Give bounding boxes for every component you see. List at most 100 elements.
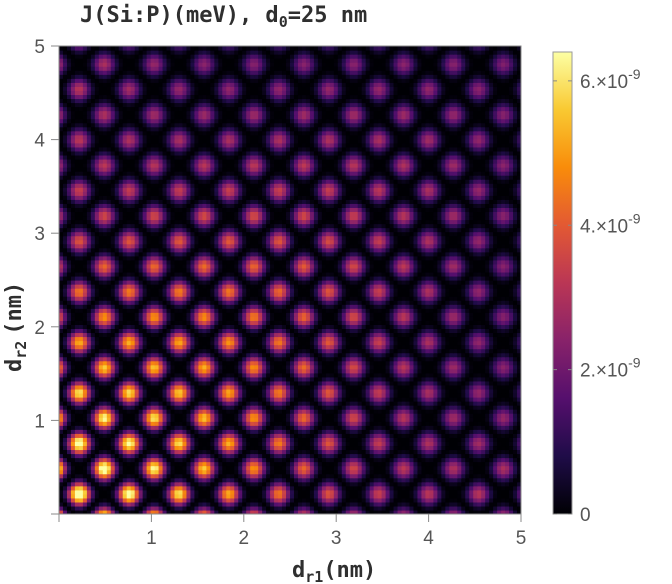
heatmap-cell	[62, 461, 68, 467]
heatmap-cell	[461, 421, 466, 426]
heatmap-cell	[449, 465, 454, 471]
heatmap-cell	[78, 481, 84, 487]
heatmap-cell	[174, 445, 180, 451]
heatmap-cell	[377, 469, 383, 475]
heatmap-cell	[381, 457, 387, 463]
heatmap-cell	[465, 425, 470, 430]
heatmap-cell	[110, 493, 116, 499]
heatmap-cell	[282, 489, 287, 495]
heatmap-cell	[345, 477, 351, 483]
heatmap-cell	[373, 376, 379, 382]
heatmap-cell	[477, 388, 482, 394]
heatmap-cell	[278, 509, 283, 514]
heatmap-cell	[62, 425, 68, 430]
heatmap-cell	[401, 441, 407, 447]
heatmap-cell	[258, 433, 263, 438]
heatmap-cell	[282, 409, 287, 414]
heatmap-cell	[270, 413, 275, 418]
heatmap-cell	[174, 509, 180, 514]
heatmap-cell	[222, 413, 227, 418]
heatmap-cell	[461, 489, 466, 495]
heatmap-cell	[325, 360, 331, 366]
heatmap-cell	[365, 409, 371, 414]
heatmap-cell	[445, 449, 450, 455]
heatmap-cell	[158, 397, 164, 402]
heatmap-cell	[234, 397, 239, 402]
heatmap-cell	[74, 336, 80, 342]
heatmap-cell	[122, 485, 128, 491]
heatmap-cell	[305, 493, 311, 499]
heatmap-cell	[513, 449, 518, 455]
heatmap-cell	[134, 497, 140, 503]
heatmap-cell	[86, 368, 92, 374]
heatmap-cell	[150, 489, 156, 495]
heatmap-cell	[290, 477, 295, 483]
heatmap-cell	[110, 388, 116, 394]
heatmap-cell	[118, 348, 124, 354]
heatmap-cell	[309, 457, 315, 463]
heatmap-cell	[122, 501, 128, 507]
heatmap-cell	[413, 421, 419, 426]
heatmap-cell	[481, 469, 486, 475]
heatmap-cell	[130, 497, 136, 503]
heatmap-cell	[425, 413, 430, 418]
heatmap-cell	[90, 429, 96, 434]
heatmap-cell	[270, 417, 275, 422]
heatmap-cell	[182, 497, 188, 503]
heatmap-cell	[353, 457, 359, 463]
heatmap-cell	[102, 384, 108, 390]
heatmap-cell	[497, 501, 502, 507]
heatmap-cell	[389, 481, 395, 487]
heatmap-cell	[421, 429, 427, 434]
heatmap-cell	[393, 509, 399, 514]
heatmap-cell	[321, 449, 327, 455]
heatmap-cell	[214, 505, 219, 511]
heatmap-cell	[357, 388, 363, 394]
heatmap-cell	[154, 425, 160, 430]
heatmap-cell	[262, 509, 267, 514]
heatmap-cell	[505, 344, 510, 350]
heatmap-cell	[274, 449, 279, 455]
heatmap-cell	[278, 433, 283, 438]
heatmap-cell	[321, 473, 327, 479]
heatmap-cell	[509, 497, 514, 503]
heatmap-cell	[429, 360, 434, 366]
heatmap-cell	[146, 449, 152, 455]
heatmap-cell	[413, 348, 419, 354]
heatmap-cell	[365, 449, 371, 455]
heatmap-cell	[461, 445, 466, 451]
heatmap-cell	[62, 372, 68, 378]
heatmap-cell	[357, 376, 363, 382]
heatmap-cell	[465, 469, 470, 475]
heatmap-cell	[170, 417, 176, 422]
heatmap-cell	[353, 364, 359, 370]
heatmap-cell	[70, 413, 76, 418]
heatmap-cell	[154, 360, 160, 366]
heatmap-cell	[469, 344, 474, 350]
heatmap-cell	[94, 348, 100, 354]
heatmap-cell	[274, 485, 279, 491]
heatmap-cell	[114, 453, 120, 459]
heatmap-cell	[393, 421, 399, 426]
heatmap-cell	[381, 433, 387, 438]
heatmap-cell	[62, 417, 68, 422]
heatmap-cell	[329, 501, 335, 507]
heatmap-cell	[389, 376, 395, 382]
heatmap-cell	[94, 485, 100, 491]
heatmap-cell	[158, 417, 164, 422]
heatmap-cell	[365, 489, 371, 495]
heatmap-cell	[134, 485, 140, 491]
heatmap-cell	[178, 413, 184, 418]
heatmap-cell	[82, 485, 88, 491]
heatmap-cell	[246, 360, 251, 366]
heatmap-cell	[417, 384, 423, 390]
heatmap-cell	[369, 429, 375, 434]
heatmap-cell	[230, 352, 235, 358]
heatmap-cell	[485, 505, 490, 511]
heatmap-cell	[437, 388, 442, 394]
heatmap-cell	[421, 445, 427, 451]
heatmap-cell	[421, 384, 427, 390]
heatmap-cell	[493, 348, 498, 354]
heatmap-cell	[130, 384, 136, 390]
heatmap-cell	[429, 392, 434, 398]
